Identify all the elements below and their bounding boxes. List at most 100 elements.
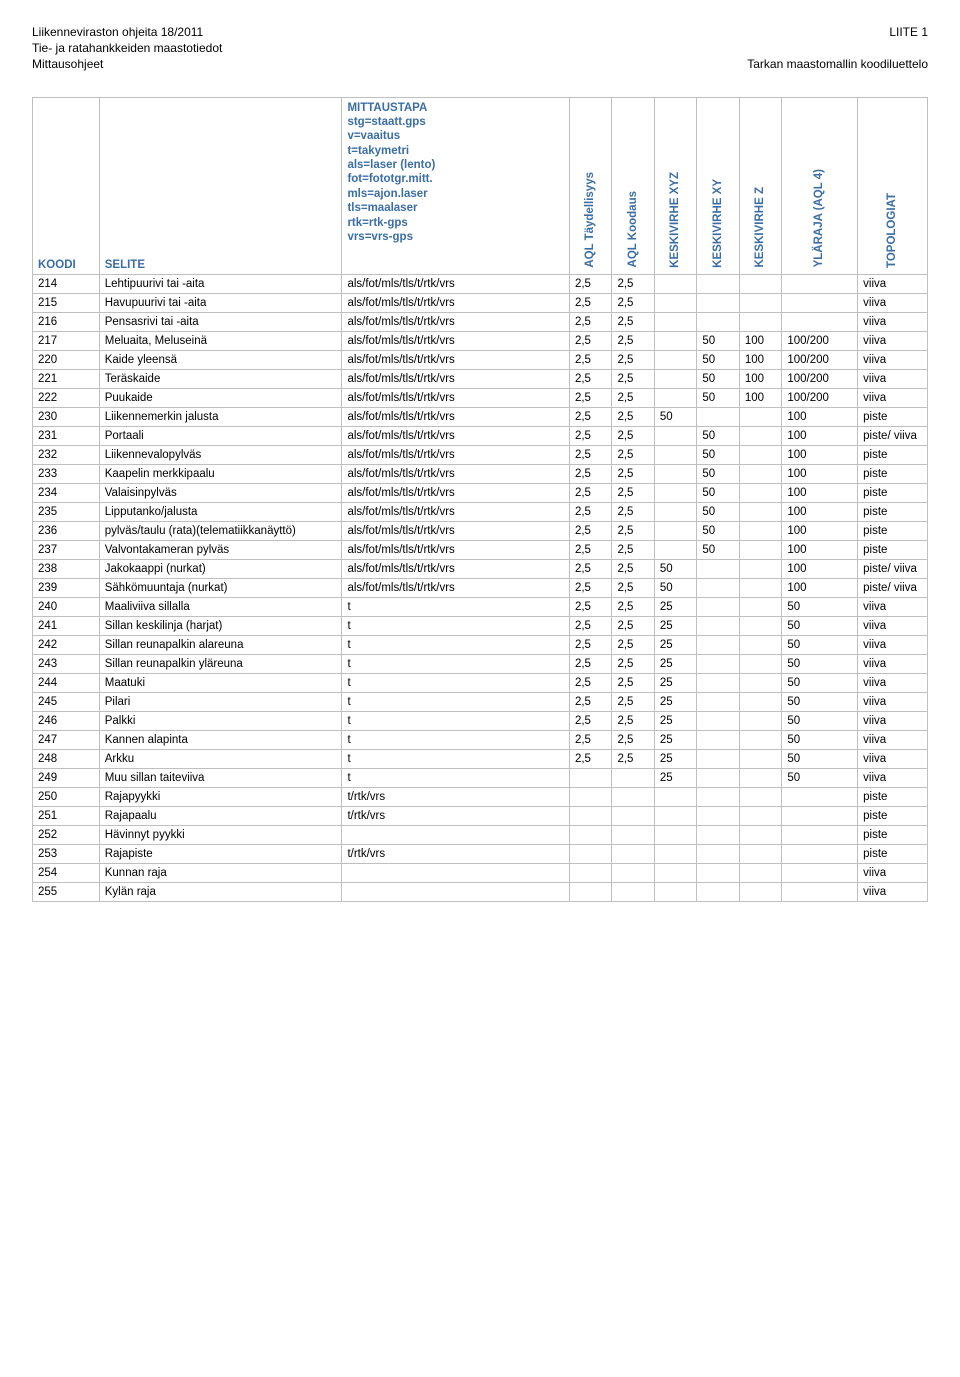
cell-ylaraja: 100/200 <box>782 331 858 350</box>
cell-koodi: 241 <box>33 616 100 635</box>
table-row: 245Pilarit2,52,52550viiva <box>33 692 928 711</box>
cell-topologiat: piste <box>858 407 928 426</box>
table-row: 247Kannen alapintat2,52,52550viiva <box>33 730 928 749</box>
col-header-keskivirhe-z: KESKIVIRHE Z <box>739 97 781 274</box>
cell-mittaustapa: als/fot/mls/tls/t/rtk/vrs <box>342 578 570 597</box>
cell-aql-koodaus: 2,5 <box>612 350 654 369</box>
cell-aql-koodaus: 2,5 <box>612 274 654 293</box>
cell-ylaraja: 50 <box>782 597 858 616</box>
table-row: 248Arkkut2,52,52550viiva <box>33 749 928 768</box>
cell-selite: Pensasrivi tai -aita <box>99 312 342 331</box>
cell-keskivirhe-z <box>739 426 781 445</box>
cell-keskivirhe-xy: 50 <box>697 369 739 388</box>
cell-keskivirhe-xyz <box>654 844 696 863</box>
table-row: 216Pensasrivi tai -aitaals/fot/mls/tls/t… <box>33 312 928 331</box>
cell-aql-taydellisyys: 2,5 <box>569 692 611 711</box>
cell-aql-taydellisyys: 2,5 <box>569 730 611 749</box>
cell-aql-koodaus: 2,5 <box>612 464 654 483</box>
cell-keskivirhe-xy: 50 <box>697 540 739 559</box>
cell-aql-koodaus: 2,5 <box>612 597 654 616</box>
cell-selite: Liikennemerkin jalusta <box>99 407 342 426</box>
table-row: 222Puukaideals/fot/mls/tls/t/rtk/vrs2,52… <box>33 388 928 407</box>
cell-keskivirhe-xyz: 25 <box>654 749 696 768</box>
table-row: 254Kunnan rajaviiva <box>33 863 928 882</box>
cell-ylaraja: 100 <box>782 521 858 540</box>
cell-aql-taydellisyys: 2,5 <box>569 654 611 673</box>
cell-keskivirhe-xyz: 25 <box>654 711 696 730</box>
cell-keskivirhe-xy <box>697 312 739 331</box>
cell-mittaustapa: als/fot/mls/tls/t/rtk/vrs <box>342 521 570 540</box>
table-row: 221Teräskaideals/fot/mls/tls/t/rtk/vrs2,… <box>33 369 928 388</box>
table-row: 237Valvontakameran pylväsals/fot/mls/tls… <box>33 540 928 559</box>
cell-keskivirhe-xyz: 50 <box>654 578 696 597</box>
cell-aql-taydellisyys: 2,5 <box>569 274 611 293</box>
cell-keskivirhe-xyz <box>654 312 696 331</box>
cell-aql-koodaus: 2,5 <box>612 369 654 388</box>
cell-keskivirhe-xyz <box>654 388 696 407</box>
table-head: KOODI SELITE MITTAUSTAPAstg=staatt.gpsv=… <box>33 97 928 274</box>
cell-koodi: 251 <box>33 806 100 825</box>
cell-koodi: 233 <box>33 464 100 483</box>
cell-selite: Puukaide <box>99 388 342 407</box>
cell-ylaraja: 50 <box>782 635 858 654</box>
cell-koodi: 255 <box>33 882 100 901</box>
col-header-keskivirhe-xy: KESKIVIRHE XY <box>697 97 739 274</box>
cell-keskivirhe-z <box>739 692 781 711</box>
cell-ylaraja: 100 <box>782 502 858 521</box>
cell-topologiat: piste <box>858 844 928 863</box>
cell-aql-taydellisyys: 2,5 <box>569 388 611 407</box>
cell-ylaraja: 50 <box>782 616 858 635</box>
cell-koodi: 239 <box>33 578 100 597</box>
cell-topologiat: piste <box>858 806 928 825</box>
cell-keskivirhe-xyz: 25 <box>654 635 696 654</box>
cell-selite: Lipputanko/jalusta <box>99 502 342 521</box>
cell-koodi: 254 <box>33 863 100 882</box>
cell-keskivirhe-xyz <box>654 806 696 825</box>
cell-ylaraja: 50 <box>782 654 858 673</box>
table-row: 217Meluaita, Meluseinäals/fot/mls/tls/t/… <box>33 331 928 350</box>
cell-keskivirhe-xyz <box>654 787 696 806</box>
cell-ylaraja <box>782 787 858 806</box>
cell-aql-taydellisyys: 2,5 <box>569 616 611 635</box>
cell-topologiat: viiva <box>858 711 928 730</box>
cell-keskivirhe-z <box>739 749 781 768</box>
cell-topologiat: viiva <box>858 350 928 369</box>
cell-topologiat: piste <box>858 540 928 559</box>
cell-koodi: 216 <box>33 312 100 331</box>
cell-aql-koodaus: 2,5 <box>612 692 654 711</box>
cell-keskivirhe-xyz <box>654 502 696 521</box>
cell-selite: Jakokaappi (nurkat) <box>99 559 342 578</box>
cell-keskivirhe-xy <box>697 768 739 787</box>
cell-mittaustapa: als/fot/mls/tls/t/rtk/vrs <box>342 483 570 502</box>
cell-selite: Maaliviiva sillalla <box>99 597 342 616</box>
cell-keskivirhe-z <box>739 787 781 806</box>
cell-mittaustapa: t <box>342 616 570 635</box>
cell-keskivirhe-xy <box>697 274 739 293</box>
header-left-line2: Tie- ja ratahankkeiden maastotiedot <box>32 40 222 56</box>
cell-keskivirhe-z: 100 <box>739 350 781 369</box>
table-row: 255Kylän rajaviiva <box>33 882 928 901</box>
cell-aql-koodaus: 2,5 <box>612 711 654 730</box>
cell-keskivirhe-xy <box>697 692 739 711</box>
cell-selite: Meluaita, Meluseinä <box>99 331 342 350</box>
cell-keskivirhe-z <box>739 483 781 502</box>
cell-keskivirhe-xyz <box>654 464 696 483</box>
cell-ylaraja: 50 <box>782 692 858 711</box>
cell-aql-taydellisyys <box>569 825 611 844</box>
cell-ylaraja <box>782 882 858 901</box>
cell-selite: pylväs/taulu (rata)(telematiikkanäyttö) <box>99 521 342 540</box>
cell-mittaustapa: t <box>342 711 570 730</box>
col-header-selite: SELITE <box>99 97 342 274</box>
cell-keskivirhe-xy <box>697 673 739 692</box>
cell-mittaustapa: als/fot/mls/tls/t/rtk/vrs <box>342 293 570 312</box>
cell-aql-taydellisyys: 2,5 <box>569 540 611 559</box>
cell-aql-taydellisyys: 2,5 <box>569 578 611 597</box>
cell-topologiat: piste <box>858 483 928 502</box>
cell-keskivirhe-xyz: 25 <box>654 597 696 616</box>
cell-aql-koodaus: 2,5 <box>612 559 654 578</box>
cell-koodi: 230 <box>33 407 100 426</box>
cell-keskivirhe-xyz <box>654 274 696 293</box>
cell-mittaustapa: t/rtk/vrs <box>342 787 570 806</box>
cell-aql-koodaus: 2,5 <box>612 445 654 464</box>
cell-mittaustapa: als/fot/mls/tls/t/rtk/vrs <box>342 407 570 426</box>
